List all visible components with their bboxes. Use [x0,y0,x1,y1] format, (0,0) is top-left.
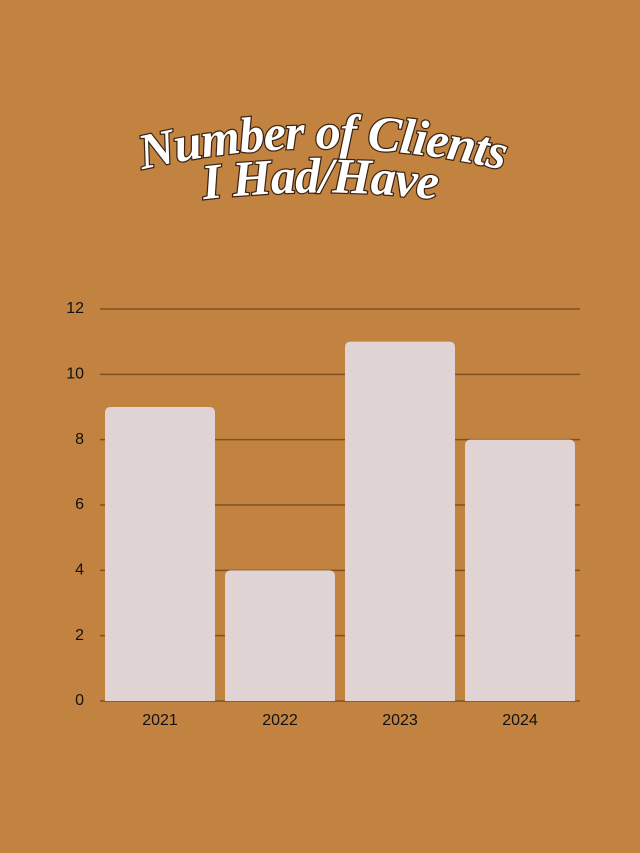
x-tick-label: 2023 [382,712,418,729]
chart-title: I Had/Have [198,147,442,210]
y-tick-label: 0 [75,692,84,709]
y-tick-label: 10 [66,366,84,383]
bar [105,407,215,701]
title-line: I Had/Have [197,146,444,211]
y-tick-label: 8 [75,431,84,448]
y-tick-label: 6 [75,496,84,513]
chart-title: Number of Clients [132,103,512,180]
bar [345,341,455,701]
title-line: Number of Clients [131,102,515,181]
y-tick-label: 2 [75,627,84,644]
y-tick-label: 4 [75,562,84,579]
bar [465,439,575,701]
x-tick-label: 2022 [262,712,298,729]
x-tick-label: 2024 [502,712,538,729]
y-tick-label: 12 [66,300,84,317]
x-tick-label: 2021 [142,712,178,729]
bar [225,570,335,701]
